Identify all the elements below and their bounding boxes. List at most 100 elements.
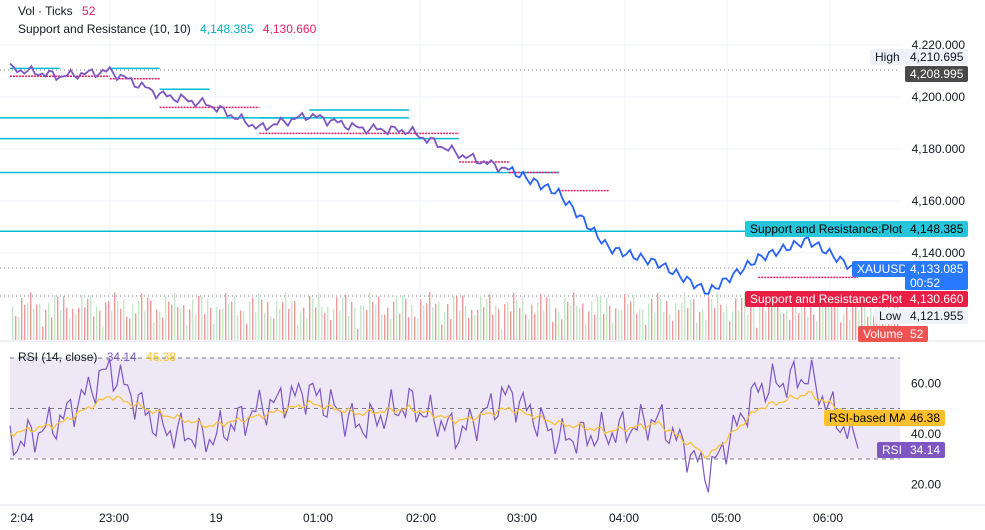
volume-bar: [192, 299, 194, 340]
volume-bar: [75, 314, 77, 340]
volume-bar: [675, 302, 677, 340]
volume-bar: [369, 292, 371, 340]
volume-bar: [426, 303, 428, 340]
volume-bar: [666, 300, 668, 340]
time-tick-label: 2:04: [10, 511, 34, 525]
volume-bar: [438, 301, 440, 340]
volume-bar: [432, 307, 434, 340]
price-tick-label: 4,220.000: [912, 38, 966, 52]
volume-bar: [405, 298, 407, 340]
volume-bar: [615, 308, 617, 340]
volume-bar: [744, 293, 746, 340]
time-tick-label: 05:00: [711, 511, 741, 525]
volume-bar: [654, 313, 656, 340]
volume-bar: [561, 319, 563, 340]
volume-bar: [465, 305, 467, 340]
volume-bar: [510, 311, 512, 340]
volume-legend[interactable]: Vol · Ticks 52: [18, 4, 101, 18]
volume-bar: [339, 310, 341, 340]
volume-bar: [870, 308, 872, 340]
volume-bar: [468, 317, 470, 340]
volume-bar: [102, 327, 104, 340]
rsi-ma-label: RSI-based MA: [824, 410, 913, 426]
volume-bar: [672, 320, 674, 340]
volume-bar: [318, 293, 320, 340]
volume-bar: [831, 306, 833, 340]
high-label: High: [870, 49, 905, 65]
volume-bar: [117, 300, 119, 340]
volume-bar: [504, 304, 506, 340]
price-series: [9, 62, 859, 295]
volume-bar: [21, 297, 23, 340]
volume-bar: [594, 314, 596, 340]
volume-bar: [201, 295, 203, 340]
sr-legend-value-1: 4,148.385: [200, 22, 254, 36]
volume-bar: [648, 303, 650, 340]
volume-bar: [237, 315, 239, 340]
volume-bar: [99, 310, 101, 340]
volume-bar: [606, 297, 608, 340]
volume-bar: [261, 299, 263, 340]
volume-bar: [57, 296, 59, 340]
sr-plot2-label: Support and Resistance:Plot: [745, 291, 908, 307]
volume-bar: [36, 304, 38, 340]
volume-bar: [630, 301, 632, 340]
volume-bar: [246, 323, 248, 340]
volume-bar: [342, 297, 344, 340]
volume-bar: [657, 293, 659, 340]
volume-bar: [834, 303, 836, 340]
price-tick-label: 4,200.000: [912, 90, 966, 104]
rsi-value: 34.14: [905, 442, 946, 458]
volume-bar: [384, 314, 386, 340]
volume-bar: [87, 298, 89, 340]
sr-plot-label: Support and Resistance:Plot: [745, 221, 908, 237]
volume-bar: [804, 297, 806, 340]
volume-label: Volume: [858, 326, 909, 342]
volume-legend-value: 52: [82, 4, 96, 18]
volume-bar: [45, 309, 47, 340]
volume-bar: [96, 306, 98, 340]
sr-plot2-value: 4,130.660: [905, 291, 969, 307]
volume-bar: [678, 309, 680, 340]
volume-bar: [156, 309, 158, 340]
volume-bar: [417, 318, 419, 340]
volume-bar: [357, 328, 359, 340]
volume-bar: [597, 296, 599, 340]
volume-bar: [840, 322, 842, 340]
volume-bar: [858, 310, 860, 340]
volume-bar: [702, 308, 704, 340]
volume-bar: [375, 304, 377, 340]
volume-bar: [789, 319, 791, 340]
rsi-legend-name: RSI (14, close): [18, 350, 98, 364]
volume-bar: [69, 318, 71, 340]
volume-bar: [105, 302, 107, 340]
volume-bar: [498, 308, 500, 340]
volume-bar: [189, 309, 191, 340]
volume-bar: [585, 324, 587, 340]
volume-bar: [60, 310, 62, 340]
volume-bar: [378, 296, 380, 340]
volume-bar: [609, 305, 611, 340]
volume-bar: [315, 307, 317, 340]
volume-bar: [768, 293, 770, 340]
volume-bar: [540, 293, 542, 340]
volume-bar: [459, 310, 461, 340]
volume-bar: [612, 322, 614, 340]
volume-bar: [639, 309, 641, 340]
volume-bar: [303, 307, 305, 340]
volume-bar: [294, 300, 296, 340]
volume-bar: [546, 297, 548, 340]
volume-bar: [345, 294, 347, 340]
volume-bar: [792, 303, 794, 340]
rsi-legend[interactable]: RSI (14, close) 34.14 46.38: [18, 350, 182, 364]
sr-legend[interactable]: Support and Resistance (10, 10) 4,148.38…: [18, 22, 322, 36]
volume-bar: [729, 321, 731, 340]
volume-bar: [51, 317, 53, 340]
volume-bar: [72, 308, 74, 340]
volume-bar: [390, 318, 392, 340]
price-tick-label: 4,140.000: [912, 246, 966, 260]
volume-bar: [501, 329, 503, 340]
volume-bar: [228, 304, 230, 340]
volume-bar: [258, 293, 260, 340]
